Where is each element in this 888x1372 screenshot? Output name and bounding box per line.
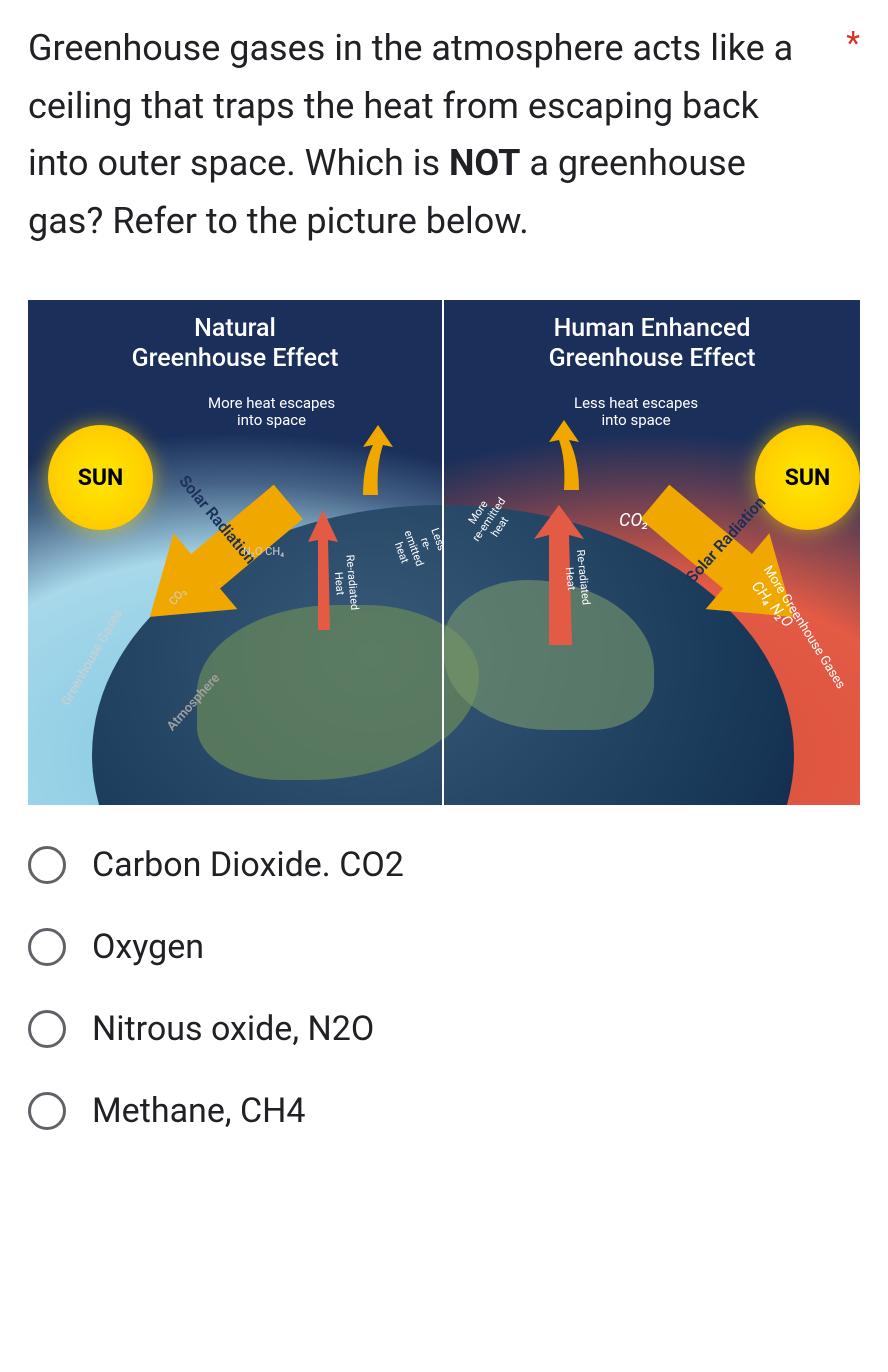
panel-title-right: Human Enhanced Greenhouse Effect	[444, 314, 860, 374]
radio-icon	[28, 1010, 66, 1048]
option-methane[interactable]: Methane, CH4	[28, 1091, 860, 1131]
title-line2-right: Greenhouse Effect	[549, 344, 756, 373]
sun-left: SUN	[48, 425, 153, 530]
question-text-bold: NOT	[449, 142, 520, 184]
escape-arrow-right	[544, 420, 594, 490]
question-container: Greenhouse gases in the atmosphere acts …	[28, 20, 860, 250]
question-text: Greenhouse gases in the atmosphere acts …	[28, 20, 846, 250]
radio-icon	[28, 1092, 66, 1130]
radio-icon	[28, 846, 66, 884]
sun-right: SUN	[755, 425, 860, 530]
sun-label-right: SUN	[785, 464, 831, 491]
option-label: Oxygen	[92, 927, 204, 967]
option-label: Carbon Dioxide. CO2	[92, 845, 404, 885]
reradiated-label-left: Re-radiated Heat	[330, 555, 361, 613]
option-oxygen[interactable]: Oxygen	[28, 927, 860, 967]
radio-icon	[28, 928, 66, 966]
gas-n2o-ch4-left: N₂O CH₄	[243, 545, 284, 558]
title-line1-left: Natural	[194, 314, 276, 343]
panel-title-left: Natural Greenhouse Effect	[28, 314, 442, 374]
reradiated-label-right: Re-radiated Heat	[561, 549, 593, 607]
escape-text-left: More heat escapes into space	[208, 395, 335, 428]
title-line1-right: Human Enhanced	[554, 314, 751, 343]
option-label: Methane, CH4	[92, 1091, 305, 1131]
sun-label-left: SUN	[78, 464, 124, 491]
options-list: Carbon Dioxide. CO2 Oxygen Nitrous oxide…	[28, 845, 860, 1131]
panel-enhanced: Human Enhanced Greenhouse Effect SUN Les…	[444, 300, 860, 805]
required-asterisk: *	[846, 24, 860, 62]
gas-co2-right: CO₂	[619, 510, 649, 531]
option-carbon-dioxide[interactable]: Carbon Dioxide. CO2	[28, 845, 860, 885]
panel-natural: Natural Greenhouse Effect SUN More heat …	[28, 300, 444, 805]
option-label: Nitrous oxide, N2O	[92, 1009, 374, 1049]
option-nitrous-oxide[interactable]: Nitrous oxide, N2O	[28, 1009, 860, 1049]
title-line2-left: Greenhouse Effect	[132, 344, 339, 373]
greenhouse-diagram: Natural Greenhouse Effect SUN More heat …	[28, 300, 860, 805]
escape-arrow-left	[348, 425, 398, 495]
